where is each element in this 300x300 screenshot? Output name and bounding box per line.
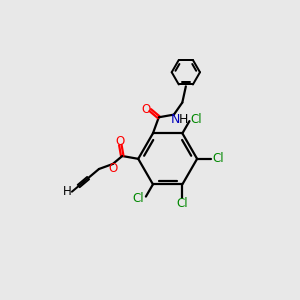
Text: O: O: [108, 162, 117, 175]
Text: O: O: [142, 103, 151, 116]
Text: Cl: Cl: [190, 113, 202, 126]
Text: H: H: [178, 113, 188, 126]
Text: Cl: Cl: [177, 197, 188, 210]
Text: N: N: [171, 113, 180, 126]
Text: Cl: Cl: [212, 152, 224, 165]
Text: Cl: Cl: [133, 191, 144, 205]
Text: O: O: [116, 135, 125, 148]
Text: H: H: [62, 185, 71, 198]
